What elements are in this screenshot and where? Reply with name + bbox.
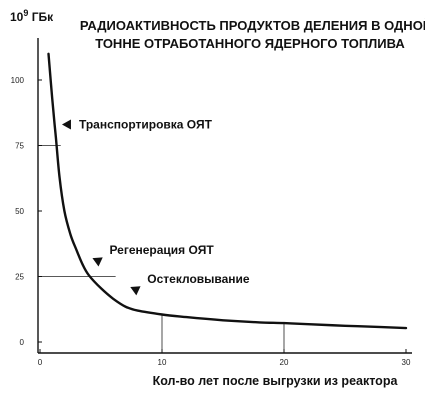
y-tick-label: 25 bbox=[15, 273, 24, 282]
annotation-arrow bbox=[92, 257, 103, 267]
y-tick-label: 0 bbox=[20, 338, 25, 347]
y-axis-label-unit: ГБк bbox=[28, 10, 54, 24]
annotation-arrow bbox=[130, 286, 141, 296]
y-axis-label: 109 ГБк bbox=[10, 8, 54, 24]
y-tick-label: 100 bbox=[11, 76, 25, 85]
y-tick-label: 75 bbox=[15, 142, 24, 151]
series-line bbox=[47, 52, 408, 330]
x-axis-label: Кол-во лет после выгрузки из реактора bbox=[153, 374, 399, 388]
chart-title-line-2: ТОННЕ ОТРАБОТАННОГО ЯДЕРНОГО ТОПЛИВА bbox=[95, 36, 405, 51]
annotation-label: Остекловывание bbox=[147, 272, 250, 286]
chart-title-line-1: РАДИОАКТИВНОСТЬ ПРОДУКТОВ ДЕЛЕНИЯ В ОДНО… bbox=[80, 18, 425, 33]
y-tick-label: 50 bbox=[15, 207, 24, 216]
y-axis-label-base: 10 bbox=[10, 10, 24, 24]
annotations: Транспортировка ОЯТ Регенерация ОЯТ Остекл… bbox=[61, 118, 250, 296]
x-tick-label: 20 bbox=[280, 358, 289, 367]
annotation-label: Регенерация ОЯТ bbox=[109, 243, 214, 257]
axis-ticks: 0 25 50 75 100 0 10 20 30 bbox=[11, 76, 411, 367]
x-tick-label: 0 bbox=[38, 358, 43, 367]
annotation-arrow bbox=[61, 119, 71, 130]
y-axis-label-exponent: 9 bbox=[23, 8, 28, 18]
x-tick-label: 10 bbox=[158, 358, 167, 367]
x-tick-label: 30 bbox=[402, 358, 411, 367]
annotation-label: Транспортировка ОЯТ bbox=[79, 118, 213, 132]
